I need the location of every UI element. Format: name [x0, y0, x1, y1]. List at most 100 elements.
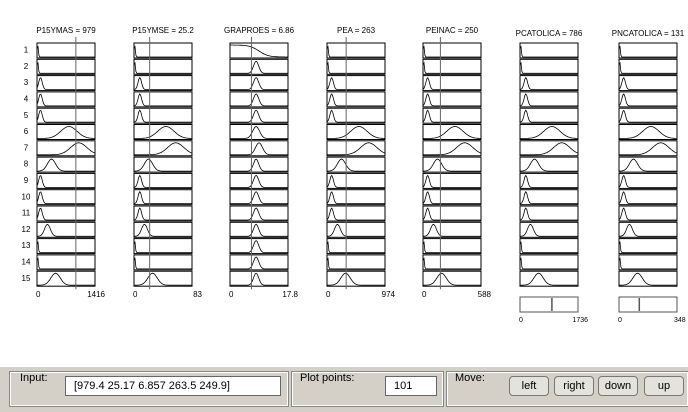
density-curve — [519, 257, 578, 270]
density-curve — [422, 223, 481, 237]
down-button[interactable]: down — [598, 376, 638, 396]
column-header: PCATOLICA = 786 — [516, 29, 583, 38]
cell-box — [618, 42, 678, 59]
cell-box — [326, 42, 386, 59]
cell-box — [422, 124, 482, 140]
cell-box — [618, 254, 678, 271]
row-label: 9 — [24, 176, 29, 185]
row-label: 3 — [24, 78, 29, 87]
cell-box — [326, 107, 386, 124]
density-curve — [519, 93, 578, 107]
density-curve — [327, 158, 385, 172]
input-frame — [9, 371, 289, 407]
density-curve — [134, 126, 192, 139]
density-curve — [326, 257, 385, 270]
density-curve — [37, 158, 95, 172]
cell-box — [618, 156, 678, 173]
plot-points-field[interactable]: 101 — [385, 376, 437, 396]
density-curve — [618, 61, 677, 74]
density-curve — [230, 93, 288, 107]
cell-box — [519, 205, 579, 222]
left-button[interactable]: left — [509, 376, 549, 396]
cell-box — [519, 107, 579, 124]
cell-box — [618, 107, 678, 124]
density-curve — [326, 191, 385, 205]
cell-box — [519, 75, 579, 92]
axis-max-label: 974 — [382, 290, 396, 299]
cell-box — [618, 189, 678, 206]
cell-box — [618, 221, 678, 238]
cell-box — [519, 238, 579, 255]
density-curve — [36, 45, 95, 58]
density-curve — [36, 191, 95, 205]
input-field[interactable]: [979.4 25.17 6.857 263.5 249.9] — [65, 376, 281, 396]
density-curve — [619, 142, 678, 156]
axis-min-label: 0 — [326, 290, 331, 299]
cell-box — [36, 221, 96, 238]
row-label: 10 — [22, 192, 31, 201]
density-curve — [423, 158, 481, 172]
axis-max-label: 588 — [478, 290, 492, 299]
density-curve — [134, 158, 192, 172]
up-button[interactable]: up — [644, 376, 684, 396]
cell-box — [326, 140, 386, 157]
cell-box — [326, 270, 386, 287]
density-curve — [37, 126, 95, 139]
density-curve — [230, 44, 288, 58]
row-label: 2 — [24, 62, 29, 71]
row-label: 4 — [24, 95, 29, 104]
column-header: PEINAC = 250 — [426, 26, 479, 35]
cell-box — [326, 221, 386, 238]
density-curve — [618, 76, 677, 90]
density-curve — [618, 223, 677, 237]
cell-box — [36, 189, 96, 206]
density-curve — [422, 61, 481, 74]
density-curve — [133, 109, 192, 123]
density-curve — [422, 45, 481, 58]
density-curve — [230, 191, 288, 205]
density-curve — [37, 272, 95, 286]
density-curve — [618, 207, 677, 221]
density-curve — [519, 174, 578, 188]
density-curve — [133, 207, 192, 221]
right-button[interactable]: right — [554, 376, 594, 396]
row-label: 1 — [24, 46, 29, 55]
cell-box — [519, 189, 579, 206]
column-header: P15YMAS = 979 — [36, 26, 96, 35]
density-curve — [230, 126, 288, 139]
density-curve — [519, 207, 578, 221]
cell-box — [36, 270, 96, 287]
axis-min-label: 0 — [133, 290, 138, 299]
density-curve — [230, 142, 288, 156]
density-curve — [520, 272, 578, 286]
density-curve — [326, 76, 385, 90]
cell-box — [133, 221, 193, 238]
cell-box — [326, 254, 386, 271]
density-curve — [422, 241, 481, 253]
cell-box — [422, 91, 482, 108]
cell-box — [326, 172, 386, 189]
density-curve — [326, 93, 385, 107]
density-curve — [230, 174, 288, 188]
cell-box — [326, 205, 386, 222]
cell-box — [36, 140, 96, 157]
row-label: 12 — [22, 225, 31, 234]
density-curve — [133, 174, 192, 188]
cell-box — [519, 140, 579, 157]
row-label: 6 — [24, 127, 29, 136]
row-label: 13 — [22, 241, 31, 250]
slider — [519, 296, 579, 313]
row-label: 5 — [24, 111, 29, 120]
cell-box — [229, 124, 289, 140]
density-curve — [326, 223, 385, 237]
column-header: GRAPROES = 6.86 — [224, 26, 295, 35]
axis-min-label: 0 — [229, 290, 234, 299]
density-curve — [326, 45, 385, 58]
density-curve — [230, 77, 288, 90]
density-curve — [423, 126, 481, 139]
density-curve — [133, 257, 192, 270]
cell-box — [422, 42, 482, 59]
density-curve — [619, 272, 677, 286]
cell-box — [618, 270, 678, 287]
